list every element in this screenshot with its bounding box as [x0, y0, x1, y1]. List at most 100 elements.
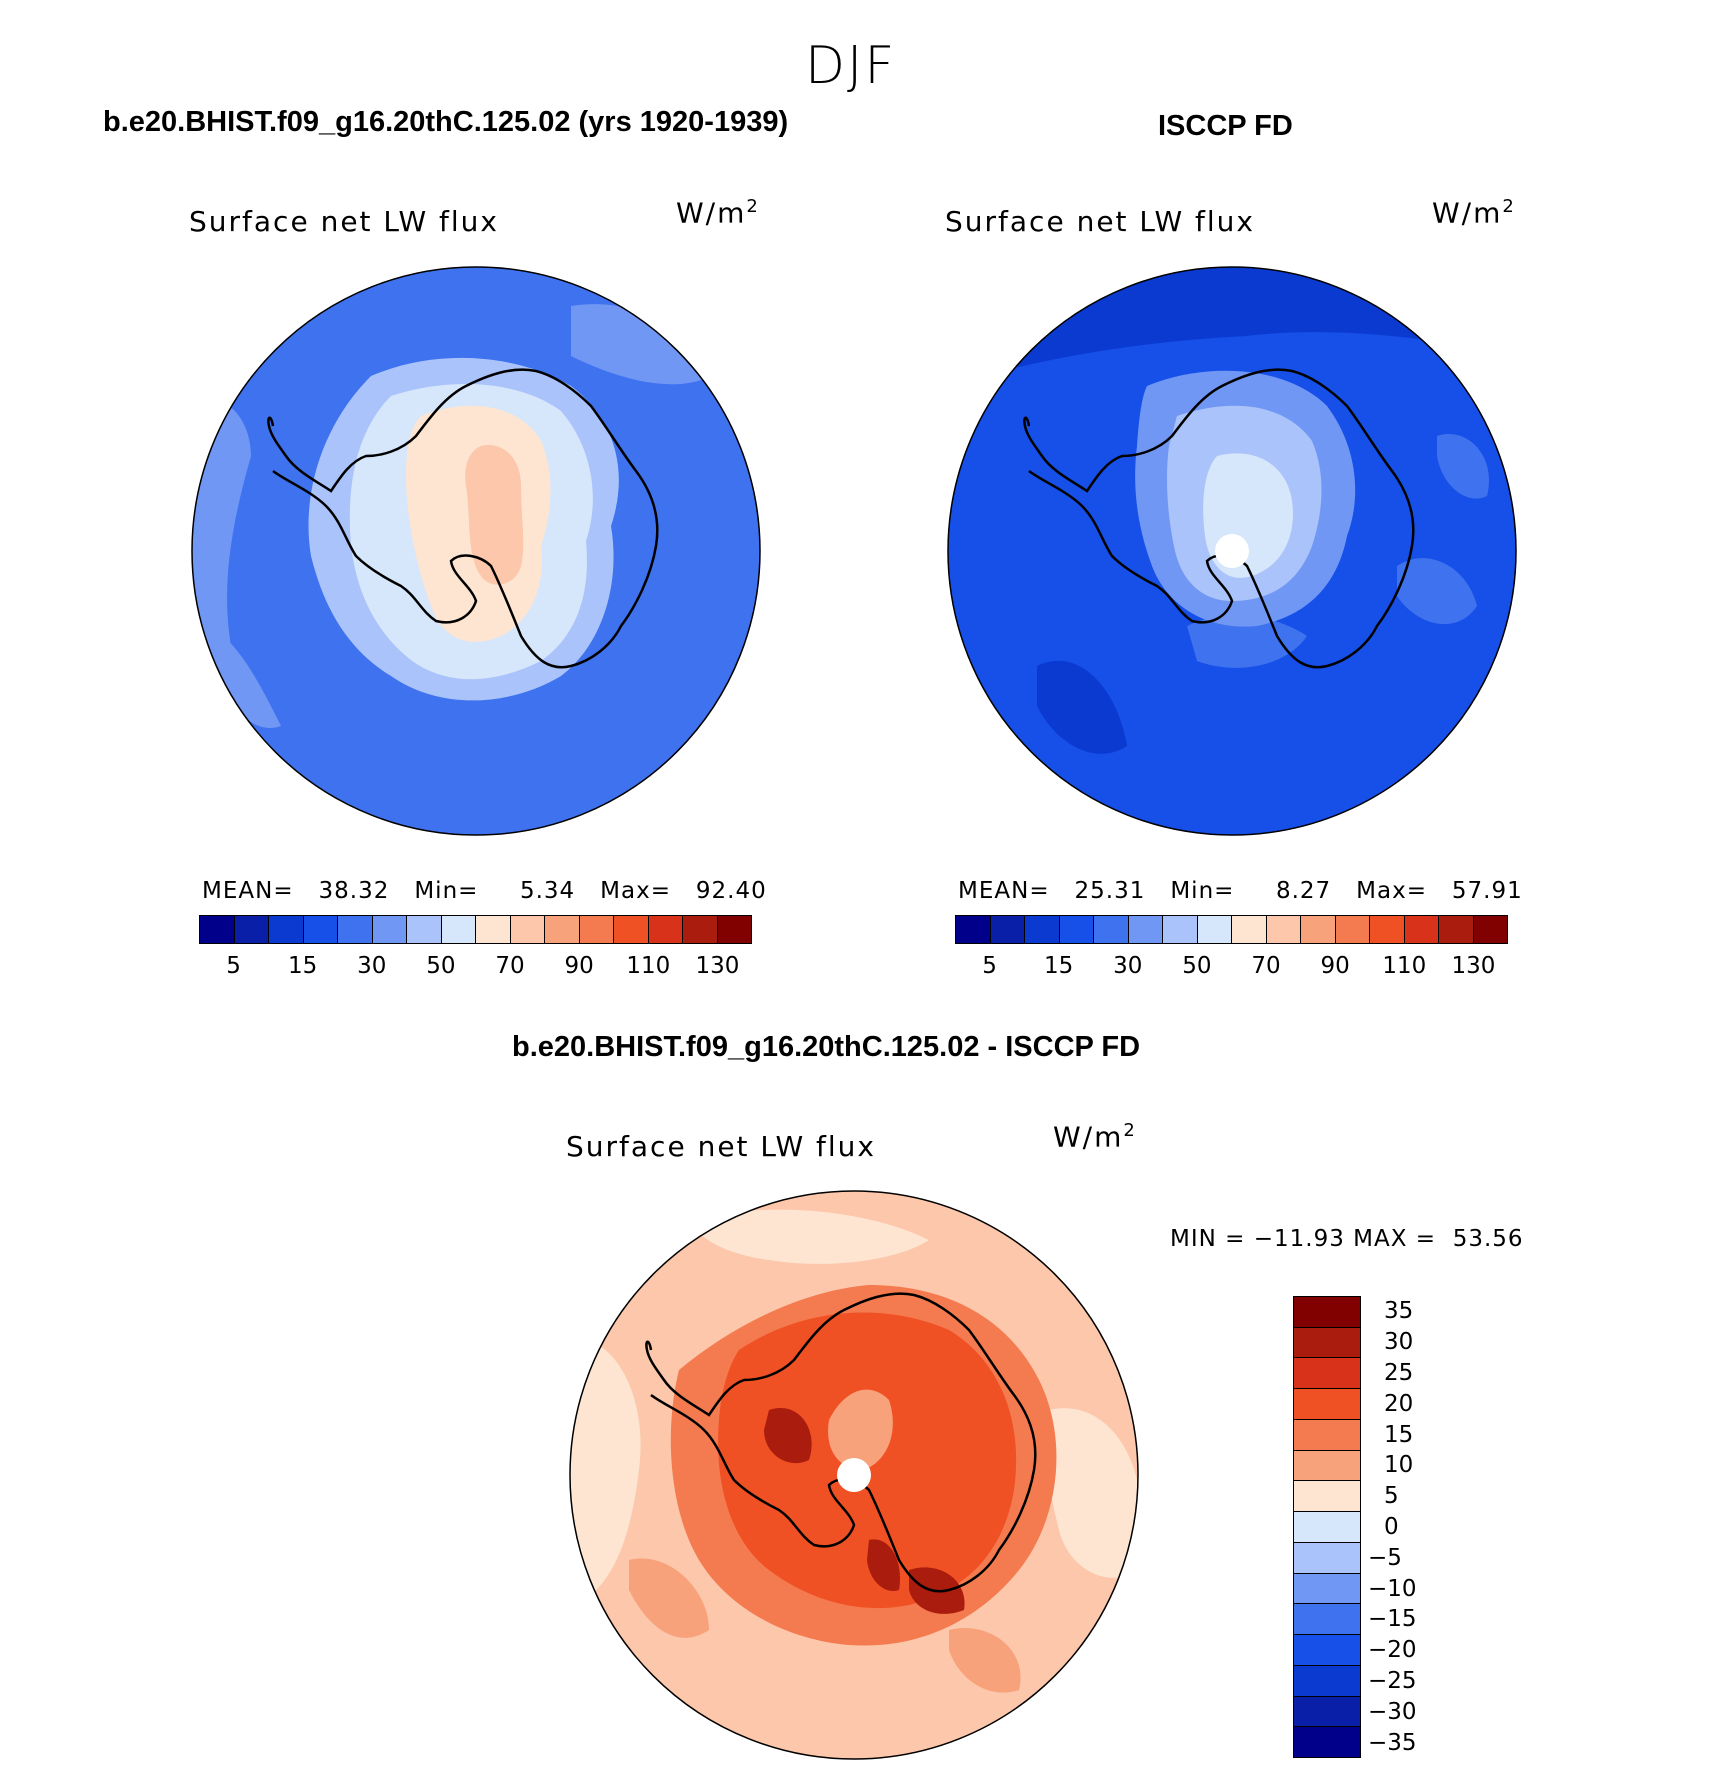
obs-colorbar-tick-label: 90: [1320, 953, 1350, 979]
diff-colorbar-swatch-7: [1294, 1512, 1360, 1543]
diff-colorbar-tick-label: 30: [1384, 1329, 1414, 1356]
obs-colorbar-swatch-2: [1025, 916, 1060, 943]
model-colorbar-swatch-11: [579, 916, 614, 943]
obs-colorbar-swatch-7: [1197, 916, 1232, 943]
obs-colorbar-swatch-12: [1370, 916, 1405, 943]
diff-colorbar-swatch-5: [1294, 1450, 1360, 1482]
panel-obs-polar-map: [947, 266, 1517, 836]
min-value: 8.27: [1275, 878, 1332, 904]
obs-colorbar-swatch-5: [1128, 916, 1163, 943]
diff-colorbar-tick-label: 35: [1384, 1298, 1414, 1325]
panel-model-stats: MEAN= 38.32 Min= 5.34 Max= 92.40: [202, 878, 767, 904]
diff-colorbar-swatch-14: [1294, 1727, 1360, 1758]
obs-colorbar-swatch-1: [990, 916, 1025, 943]
max-label: Max=: [1356, 878, 1427, 904]
model-colorbar-swatch-3: [303, 916, 338, 943]
model-colorbar-swatch-10: [545, 916, 580, 943]
panel-diff-colorbar: [1293, 1296, 1361, 1758]
obs-colorbar-swatch-10: [1301, 916, 1336, 943]
diff-colorbar-swatch-4: [1294, 1419, 1360, 1451]
panel-diff-variable-label: Surface net LW flux: [566, 1130, 876, 1163]
obs-colorbar-swatch-9: [1266, 916, 1301, 943]
panel-diff-minmax-stats: MIN = −11.93 MAX = 53.56: [1170, 1226, 1524, 1252]
max-value: 57.91: [1451, 878, 1523, 904]
model-colorbar-tick-label: 70: [495, 953, 525, 979]
model-colorbar-swatch-7: [441, 916, 476, 943]
obs-colorbar-swatch-14: [1439, 916, 1474, 943]
season-title: DJF: [805, 36, 897, 96]
panel-model-unit-label: W/m2: [676, 196, 760, 230]
obs-colorbar-tick-label: 5: [982, 953, 997, 979]
model-colorbar-tick-label: 30: [357, 953, 387, 979]
obs-colorbar-swatch-4: [1094, 916, 1129, 943]
mean-value: 38.32: [318, 878, 390, 904]
panel-obs-unit-label: W/m2: [1432, 196, 1516, 230]
diff-colorbar-swatch-6: [1294, 1481, 1360, 1513]
diff-colorbar-tick-label: −30: [1368, 1698, 1417, 1725]
diff-colorbar-swatch-10: [1294, 1604, 1360, 1636]
diff-colorbar-tick-label: 25: [1384, 1360, 1414, 1386]
obs-colorbar-swatch-15: [1473, 916, 1507, 943]
panel-model-polar-map: [191, 266, 761, 836]
diff-colorbar-tick-label: −10: [1368, 1575, 1417, 1602]
diff-colorbar-swatch-3: [1294, 1389, 1360, 1420]
model-colorbar-swatch-13: [648, 916, 683, 943]
diff-colorbar-swatch-13: [1294, 1696, 1360, 1728]
model-colorbar-swatch-6: [407, 916, 442, 943]
obs-colorbar-swatch-6: [1163, 916, 1198, 943]
mean-label: MEAN=: [202, 878, 294, 904]
obs-colorbar-swatch-13: [1404, 916, 1439, 943]
diff-colorbar-tick-label: 10: [1384, 1452, 1414, 1479]
model-colorbar-tick-label: 90: [564, 953, 594, 979]
max-label: Max=: [600, 878, 671, 904]
diff-colorbar-tick-label: 0: [1384, 1514, 1399, 1540]
diff-colorbar-tick-label: −35: [1368, 1729, 1417, 1756]
panel-diff-title: b.e20.BHIST.f09_g16.20thC.125.02 - ISCCP…: [512, 1031, 1141, 1063]
diff-colorbar-swatch-12: [1294, 1665, 1360, 1697]
diff-colorbar-swatch-1: [1294, 1327, 1360, 1359]
diff-colorbar-tick-label: 5: [1384, 1483, 1399, 1510]
diff-colorbar-swatch-8: [1294, 1542, 1360, 1574]
panel-diff-polar-map: [569, 1190, 1139, 1760]
obs-colorbar-swatch-8: [1232, 916, 1267, 943]
panel-diff-unit-label: W/m2: [1053, 1120, 1137, 1154]
min-label: Min=: [1170, 878, 1235, 904]
mean-label: MEAN=: [958, 878, 1050, 904]
model-colorbar-tick-label: 50: [426, 953, 456, 979]
model-colorbar-tick-label: 130: [695, 953, 740, 979]
diff-colorbar-swatch-9: [1294, 1573, 1360, 1605]
model-colorbar-swatch-8: [476, 916, 511, 943]
model-colorbar-swatch-0: [200, 916, 235, 943]
diff-colorbar-swatch-0: [1294, 1297, 1360, 1328]
obs-colorbar-tick-label: 50: [1182, 953, 1212, 979]
panel-diff-colorbar-ticks: 35 30 25 20 15 10 5 0 −5 −10 −15 −20 −25 −30 −35: [1368, 1296, 1448, 1758]
panel-obs-colorbar-ticks: 5 15 30 50 70 90 110 130: [955, 953, 1508, 981]
min-value: 5.34: [519, 878, 576, 904]
obs-colorbar-tick-label: 15: [1044, 953, 1074, 979]
diff-colorbar-tick-label: −15: [1368, 1606, 1417, 1633]
model-colorbar-swatch-1: [234, 916, 269, 943]
model-colorbar-swatch-5: [372, 916, 407, 943]
obs-colorbar-swatch-0: [956, 916, 991, 943]
model-colorbar-swatch-14: [683, 916, 718, 943]
obs-colorbar-swatch-3: [1059, 916, 1094, 943]
panel-obs-title: ISCCP FD: [1158, 110, 1293, 142]
model-colorbar-swatch-9: [510, 916, 545, 943]
panel-obs-stats: MEAN= 25.31 Min= 8.27 Max= 57.91: [958, 878, 1523, 904]
obs-colorbar-tick-label: 130: [1451, 953, 1496, 979]
obs-colorbar-tick-label: 70: [1251, 953, 1281, 979]
diff-colorbar-tick-label: −5: [1368, 1544, 1402, 1571]
panel-model-variable-label: Surface net LW flux: [189, 205, 499, 238]
obs-colorbar-tick-label: 110: [1382, 953, 1427, 979]
diff-colorbar-tick-label: −20: [1368, 1637, 1417, 1664]
panel-obs-variable-label: Surface net LW flux: [945, 205, 1255, 238]
panel-model-colorbar-ticks: 5 15 30 50 70 90 110 130: [199, 953, 752, 981]
model-colorbar-swatch-4: [338, 916, 373, 943]
diff-colorbar-tick-label: −25: [1368, 1668, 1417, 1694]
min-label: Min=: [414, 878, 479, 904]
diff-colorbar-swatch-2: [1294, 1358, 1360, 1390]
obs-colorbar-tick-label: 30: [1113, 953, 1143, 979]
model-colorbar-swatch-15: [717, 916, 751, 943]
panel-obs-colorbar: [955, 915, 1508, 944]
mean-value: 25.31: [1074, 878, 1146, 904]
